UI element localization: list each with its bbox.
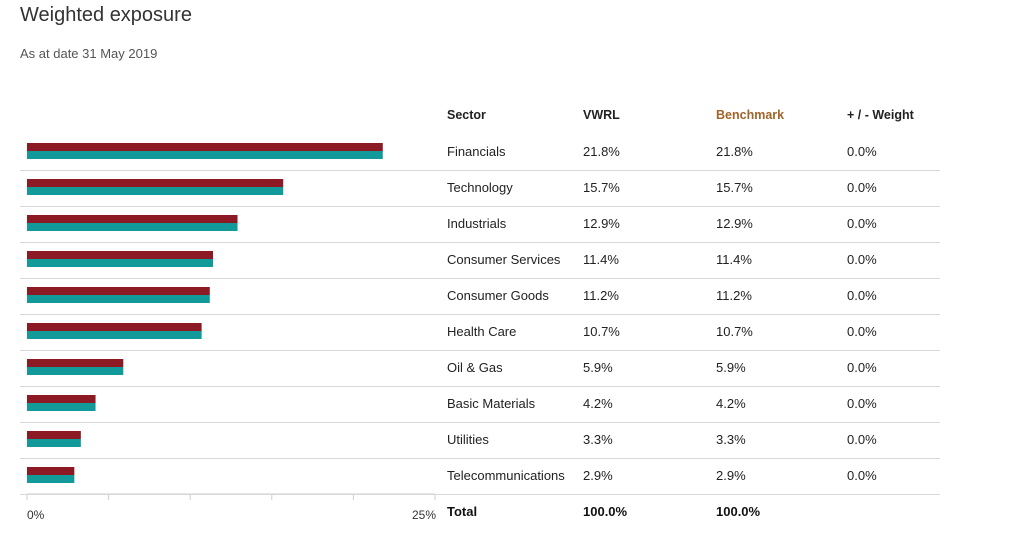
table-row: Basic Materials 4.2% 4.2% 0.0%	[20, 386, 940, 423]
total-benchmark: 100.0%	[716, 504, 761, 519]
sector-name: Oil & Gas	[447, 360, 503, 375]
weight-difference: 0.0%	[847, 216, 877, 231]
bar-benchmark-oil-gas	[27, 367, 124, 375]
x-tick-label-max: 25%	[412, 508, 437, 522]
bar-benchmark-utilities	[27, 439, 81, 447]
sector-name: Basic Materials	[447, 396, 536, 411]
bar-benchmark-industrials	[27, 223, 238, 231]
sector-name: Consumer Goods	[447, 288, 549, 303]
sector-name: Financials	[447, 144, 506, 159]
fund-weight: 5.9%	[583, 360, 613, 375]
table-row: Health Care 10.7% 10.7% 0.0%	[20, 314, 940, 351]
table-row: Industrials 12.9% 12.9% 0.0%	[20, 206, 940, 243]
fund-weight: 10.7%	[583, 324, 620, 339]
sector-name: Health Care	[447, 324, 517, 339]
sector-name: Consumer Services	[447, 252, 561, 267]
x-tick-label-min: 0%	[27, 508, 45, 522]
benchmark-weight: 10.7%	[716, 324, 753, 339]
benchmark-weight: 21.8%	[716, 144, 753, 159]
fund-weight: 15.7%	[583, 180, 620, 195]
sector-name: Telecommunications	[447, 468, 565, 483]
benchmark-weight: 5.9%	[716, 360, 746, 375]
benchmark-weight: 11.4%	[716, 252, 752, 267]
benchmark-weight: 3.3%	[716, 432, 746, 447]
benchmark-weight: 2.9%	[716, 468, 746, 483]
bar-fund-technology	[27, 179, 284, 187]
bar-benchmark-technology	[27, 187, 284, 195]
table-row: Financials 21.8% 21.8% 0.0%	[20, 134, 940, 171]
weight-difference: 0.0%	[847, 396, 877, 411]
sector-name: Utilities	[447, 432, 489, 447]
sector-name: Industrials	[447, 216, 507, 231]
bar-benchmark-consumer-goods	[27, 295, 210, 303]
table-row: Consumer Services 11.4% 11.4% 0.0%	[20, 242, 940, 279]
benchmark-weight: 12.9%	[716, 216, 753, 231]
bar-fund-basic-materials	[27, 395, 96, 403]
table-row: Telecommunications 2.9% 2.9% 0.0%	[20, 458, 940, 495]
table-row: Technology 15.7% 15.7% 0.0%	[20, 170, 940, 207]
table-row: Utilities 3.3% 3.3% 0.0%	[20, 422, 940, 459]
weight-difference: 0.0%	[847, 252, 877, 267]
weight-difference: 0.0%	[847, 432, 877, 447]
header-benchmark: Benchmark	[716, 108, 785, 122]
weight-difference: 0.0%	[847, 324, 877, 339]
bar-fund-consumer-services	[27, 251, 214, 259]
table-row: Consumer Goods 11.2% 11.2% 0.0%	[20, 278, 940, 315]
fund-weight: 11.4%	[583, 252, 619, 267]
benchmark-weight: 4.2%	[716, 396, 746, 411]
as-at-date: As at date 31 May 2019	[20, 46, 158, 61]
bar-fund-oil-gas	[27, 359, 124, 367]
header-sector: Sector	[447, 108, 486, 122]
header-fund: VWRL	[583, 108, 620, 122]
bar-fund-utilities	[27, 431, 81, 439]
benchmark-weight: 11.2%	[716, 288, 752, 303]
bar-benchmark-financials	[27, 151, 383, 159]
bar-fund-health-care	[27, 323, 202, 331]
weight-difference: 0.0%	[847, 144, 877, 159]
benchmark-weight: 15.7%	[716, 180, 753, 195]
table-row: Oil & Gas 5.9% 5.9% 0.0%	[20, 350, 940, 387]
fund-weight: 21.8%	[583, 144, 620, 159]
header-weight-diff: + / - Weight	[847, 108, 914, 122]
bar-benchmark-consumer-services	[27, 259, 214, 267]
weight-difference: 0.0%	[847, 180, 877, 195]
bar-benchmark-telecommunications	[27, 475, 75, 483]
weight-difference: 0.0%	[847, 360, 877, 375]
bar-fund-industrials	[27, 215, 238, 223]
sector-name: Technology	[447, 180, 513, 195]
fund-weight: 11.2%	[583, 288, 619, 303]
bar-fund-financials	[27, 143, 383, 151]
weight-difference: 0.0%	[847, 288, 877, 303]
fund-weight: 3.3%	[583, 432, 613, 447]
fund-weight: 12.9%	[583, 216, 620, 231]
total-fund: 100.0%	[583, 504, 628, 519]
bar-benchmark-basic-materials	[27, 403, 96, 411]
fund-weight: 2.9%	[583, 468, 613, 483]
bar-fund-consumer-goods	[27, 287, 210, 295]
weight-difference: 0.0%	[847, 468, 877, 483]
bar-fund-telecommunications	[27, 467, 75, 475]
total-label: Total	[447, 504, 478, 519]
bar-benchmark-health-care	[27, 331, 202, 339]
page-title: Weighted exposure	[20, 4, 192, 26]
fund-weight: 4.2%	[583, 396, 613, 411]
